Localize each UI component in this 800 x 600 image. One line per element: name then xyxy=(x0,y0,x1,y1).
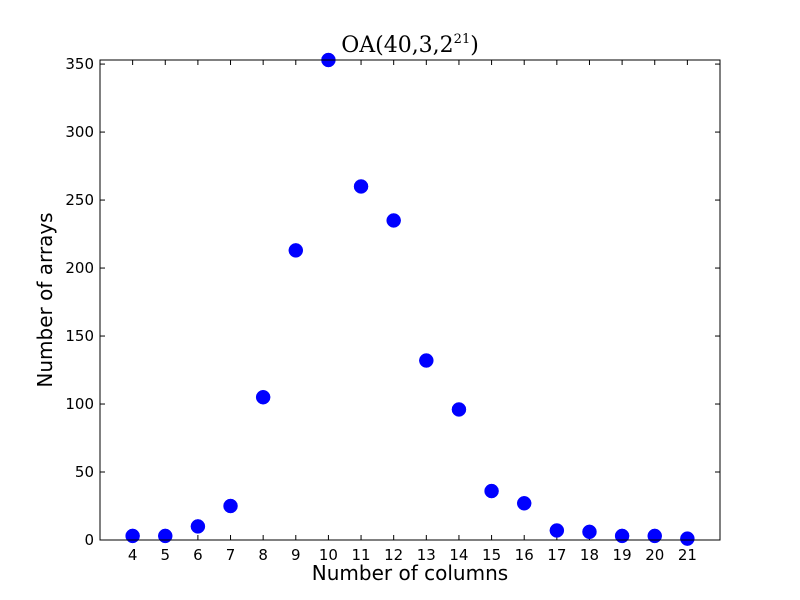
x-tick-label: 15 xyxy=(482,546,501,564)
x-tick-label: 4 xyxy=(128,546,138,564)
x-tick-label: 14 xyxy=(449,546,468,564)
plot-area xyxy=(100,60,720,540)
data-point xyxy=(223,498,238,514)
data-point xyxy=(680,531,695,546)
data-point xyxy=(190,519,206,534)
x-tick-label: 17 xyxy=(547,546,566,564)
data-point xyxy=(158,528,173,544)
data-point xyxy=(647,528,662,544)
y-tick-label: 300 xyxy=(65,123,94,141)
x-tick-label: 7 xyxy=(226,546,236,564)
y-tick-label: 150 xyxy=(65,327,94,345)
data-point xyxy=(484,483,499,499)
x-tick-label: 21 xyxy=(678,546,697,564)
data-point xyxy=(419,353,434,368)
plot-frame xyxy=(99,59,721,541)
x-tick-label: 16 xyxy=(515,546,534,564)
x-tick-label: 11 xyxy=(352,546,371,564)
y-tick-label: 350 xyxy=(65,55,94,73)
x-tick-label: 20 xyxy=(645,546,664,564)
x-tick-label: 9 xyxy=(291,546,301,564)
y-tick-label: 250 xyxy=(65,191,94,209)
y-axis-label: Number of arrays xyxy=(33,212,57,387)
x-tick-label: 6 xyxy=(193,546,203,564)
chart-title: OA(40,3,221) xyxy=(341,32,479,58)
x-axis: 4 5 6 7 8 9 10 11 12 13 14 15 16 17 18 19 20 21 xyxy=(128,60,697,564)
x-tick-label: 19 xyxy=(613,546,632,564)
x-tick-label: 10 xyxy=(319,546,338,564)
x-tick-label: 5 xyxy=(160,546,170,564)
data-point xyxy=(614,528,630,544)
x-tick-label: 13 xyxy=(417,546,436,564)
y-axis: 0 50 100 150 200 250 300 350 xyxy=(65,55,720,549)
chart-title-suffix: ) xyxy=(470,33,479,58)
data-point xyxy=(451,402,467,417)
data-point xyxy=(125,528,140,544)
x-tick-label: 18 xyxy=(580,546,599,564)
data-point xyxy=(255,389,271,405)
data-point xyxy=(386,213,401,228)
chart-title-main: OA(40,3,2 xyxy=(341,33,453,58)
x-tick-label: 12 xyxy=(384,546,403,564)
y-tick-label: 0 xyxy=(84,531,94,549)
data-points xyxy=(125,52,695,546)
x-axis-label: Number of columns xyxy=(312,561,508,585)
x-tick-label: 8 xyxy=(258,546,268,564)
data-point xyxy=(549,523,565,538)
y-tick-label: 200 xyxy=(65,259,94,277)
y-tick-label: 50 xyxy=(75,463,94,481)
data-point xyxy=(353,179,369,194)
chart-title-superscript: 21 xyxy=(454,32,471,47)
data-point xyxy=(516,496,532,511)
y-tick-label: 100 xyxy=(65,395,94,413)
data-point xyxy=(582,524,597,540)
data-point xyxy=(288,243,304,258)
